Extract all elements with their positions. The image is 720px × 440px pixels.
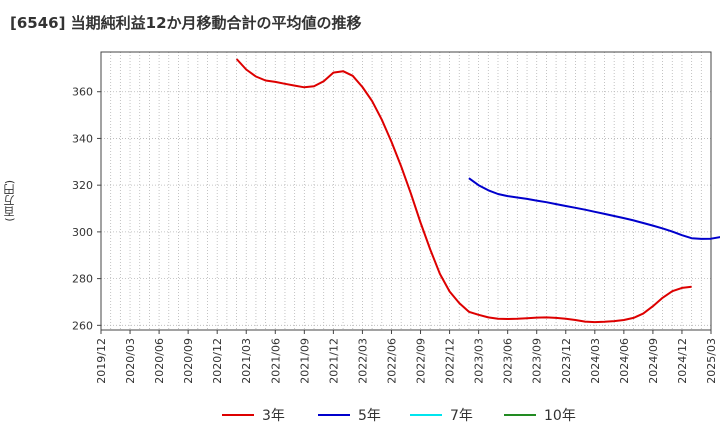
legend-swatch (318, 414, 350, 416)
legend-label: 5年 (358, 408, 381, 424)
series-line-5年 (468, 177, 720, 240)
legend-item: 10年 (504, 404, 576, 426)
chart-legend: 3年 5年 7年 10年 (0, 404, 720, 426)
y-tick-label: 360 (72, 86, 93, 99)
legend-label: 7年 (450, 408, 473, 424)
x-tick-label: 2023/12 (560, 338, 573, 384)
x-tick-label: 2021/09 (298, 338, 311, 384)
x-tick-label: 2021/06 (269, 338, 282, 384)
x-tick-label: 2020/09 (182, 338, 195, 384)
x-tick-label: 2020/06 (153, 338, 166, 384)
x-tick-label: 2023/06 (502, 338, 515, 384)
plot-frame (100, 51, 712, 331)
x-tick-label: 2020/12 (211, 338, 224, 384)
y-tick-label: 280 (72, 273, 93, 286)
series-line-3年 (235, 58, 692, 324)
x-tick-label: 2024/03 (589, 338, 602, 384)
x-tick-label: 2022/03 (356, 338, 369, 384)
x-tick-label: 2021/12 (327, 338, 340, 384)
x-tick-label: 2021/03 (240, 338, 253, 384)
legend-label: 10年 (544, 408, 576, 424)
x-tick-label: 2024/09 (647, 338, 660, 384)
x-tick-label: 2022/09 (415, 338, 428, 384)
x-tick-label: 2023/09 (531, 338, 544, 384)
x-tick-label: 2024/12 (676, 338, 689, 384)
x-tick-label: 2023/03 (473, 338, 486, 384)
legend-label: 3年 (262, 408, 285, 424)
legend-item: 3年 (222, 404, 285, 426)
legend-swatch (504, 414, 536, 416)
x-tick-label: 2024/06 (618, 338, 631, 384)
legend-item: 7年 (410, 404, 473, 426)
x-tick-label: 2022/12 (444, 338, 457, 384)
x-tick-label: 2025/03 (705, 338, 718, 384)
x-tick-label: 2022/06 (385, 338, 398, 384)
y-tick-label: 260 (72, 319, 93, 332)
chart-title: [6546] 当期純利益12か月移動合計の平均値の推移 (10, 14, 362, 32)
x-tick-label: 2019/12 (95, 338, 108, 384)
legend-swatch (222, 414, 254, 416)
y-tick-label: 340 (72, 132, 93, 145)
y-tick-label: 300 (72, 226, 93, 239)
legend-swatch (410, 414, 442, 416)
plot-area (101, 52, 711, 330)
y-tick-label: 320 (72, 179, 93, 192)
legend-item: 5年 (318, 404, 381, 426)
x-tick-label: 2020/03 (124, 338, 137, 384)
